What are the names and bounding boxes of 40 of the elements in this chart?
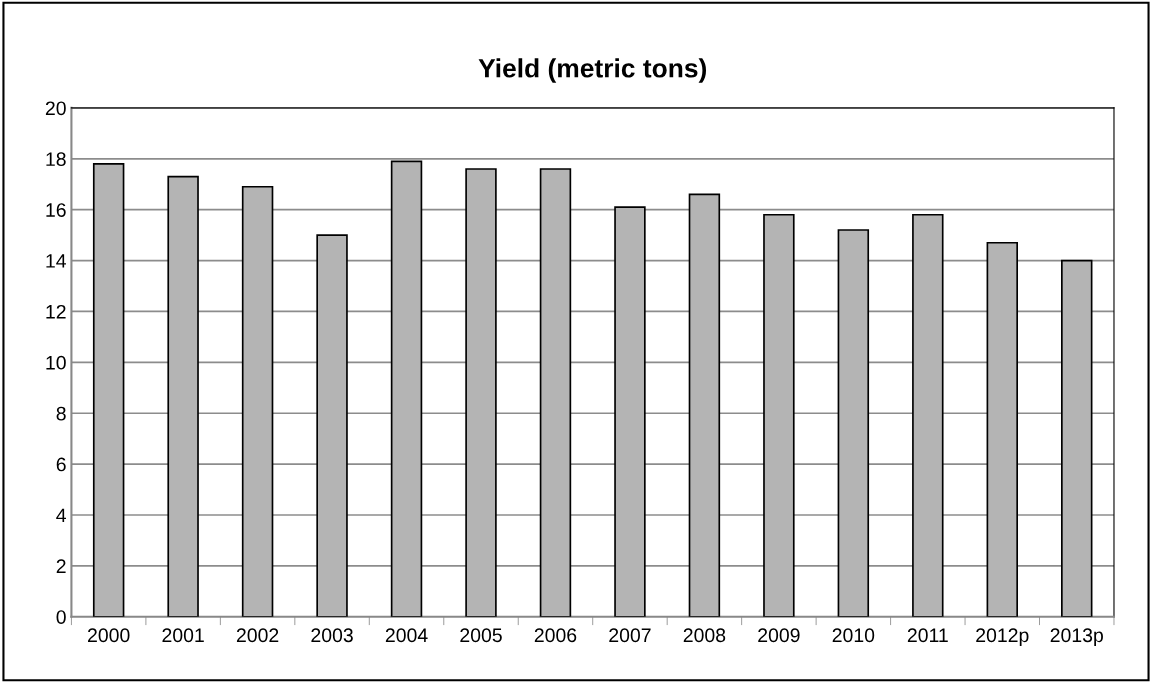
x-tick-label: 2004	[385, 628, 428, 643]
y-tick-label: 10	[46, 355, 66, 370]
bar	[688, 193, 721, 617]
bar	[241, 185, 274, 617]
y-tick-label: 4	[56, 508, 66, 523]
x-tick-label: 2002	[236, 628, 279, 643]
bar	[167, 175, 199, 617]
y-tick-label: 8	[56, 406, 66, 421]
bar	[1061, 259, 1093, 617]
x-tick-label: 2011	[907, 628, 948, 643]
bar	[837, 229, 870, 617]
y-tick-label: 20	[45, 101, 66, 116]
bar	[390, 160, 423, 617]
bar	[986, 241, 1019, 617]
bar	[539, 168, 572, 617]
x-tick-label: 2013p	[1050, 628, 1103, 646]
x-tick-label: 2007	[609, 628, 651, 643]
x-tick-label: 2008	[683, 628, 726, 643]
bar	[92, 163, 125, 617]
bar	[614, 206, 646, 617]
x-tick-label: 2006	[534, 628, 577, 643]
y-tick-label: 16	[46, 203, 66, 217]
x-tick-label: 2010	[832, 628, 875, 643]
y-tick-label: 2	[56, 559, 66, 573]
x-tick-label: 2009	[758, 628, 800, 643]
y-tick-label: 14	[46, 254, 66, 268]
x-tick-label: 2005	[460, 628, 502, 643]
x-tick-label: 2003	[311, 628, 353, 643]
bar	[316, 234, 348, 617]
bar	[763, 213, 795, 617]
bar	[465, 168, 497, 617]
x-tick-label: 2012p	[976, 628, 1029, 646]
y-tick-label: 12	[46, 304, 66, 319]
x-tick-label: 2001	[162, 628, 204, 643]
bar	[912, 213, 944, 617]
chart-title: Yield (metric tons)	[478, 58, 707, 83]
x-tick-label: 2000	[88, 628, 130, 643]
y-tick-label: 18	[46, 152, 66, 167]
y-tick-label: 6	[56, 457, 66, 472]
y-tick-label: 0	[56, 610, 66, 624]
